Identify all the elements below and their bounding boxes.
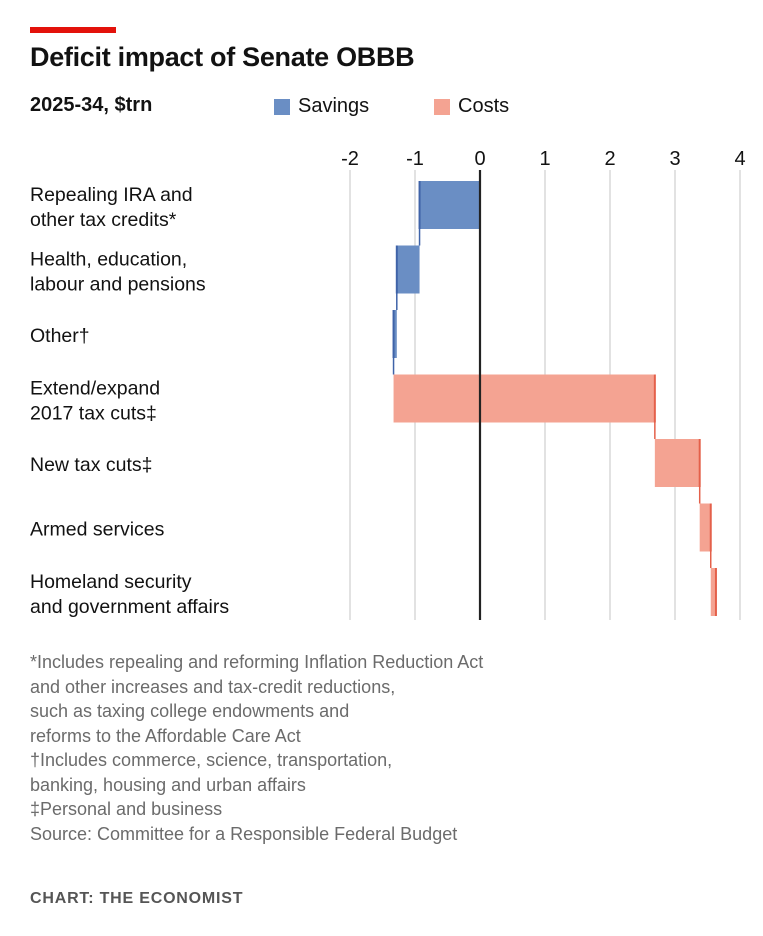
chart-subtitle: 2025-34, $trn [30, 94, 153, 116]
plot-area: -2 -1 0 1 2 3 4 Repealing IRA and other tax cred… [30, 148, 746, 620]
footnote-line: and other increases and tax-credit reduc… [30, 676, 396, 697]
footnote-line: reforms to the Affordable Care Act [30, 725, 301, 746]
x-tick-label: 3 [669, 148, 680, 170]
footnote-line: *Includes repealing and reforming Inflat… [30, 652, 484, 672]
savings-bar [396, 245, 420, 294]
source-line: Source: Committee for a Responsible Fede… [30, 823, 458, 844]
category-label: Extend/expand [30, 378, 160, 400]
legend-label-costs: Costs [458, 95, 510, 117]
x-tick-label: 1 [539, 148, 550, 170]
cost-bar [710, 568, 716, 616]
footnote-line: ‡Personal and business [30, 799, 223, 819]
cost-bar [654, 439, 700, 487]
legend-swatch-costs [434, 98, 450, 115]
category-label: New tax cuts‡ [30, 454, 152, 476]
legend-savings: Savings [274, 95, 369, 118]
cost-bar [393, 374, 655, 423]
x-tick-label: -1 [406, 148, 424, 170]
footnote-line: banking, housing and urban affairs [30, 774, 306, 795]
legend-costs: Costs [434, 95, 509, 118]
x-tick-label: 0 [474, 148, 485, 170]
brand-accent-bar [30, 27, 116, 33]
footnotes: *Includes repealing and reforming Inflat… [30, 650, 483, 846]
legend-swatch-savings [274, 98, 290, 115]
category-label: 2017 tax cuts‡ [30, 403, 157, 425]
category-label: Repealing IRA and [30, 184, 193, 206]
footnote-line: such as taxing college endowments and [30, 701, 350, 721]
savings-bar [419, 181, 480, 229]
category-label: Armed services [30, 519, 165, 541]
savings-bar [393, 310, 397, 358]
chart-title: Deficit impact of Senate OBBB [30, 42, 415, 72]
chart-credit: CHART: THE ECONOMIST [30, 890, 244, 907]
category-label: Homeland security [30, 571, 192, 593]
cost-bar [699, 503, 711, 552]
category-label: and government affairs [30, 596, 229, 618]
category-label: labour and pensions [30, 274, 206, 296]
x-tick-label: 4 [734, 148, 745, 170]
footnote-line: †Includes commerce, science, transportat… [30, 750, 393, 770]
x-tick-label: 2 [604, 148, 615, 170]
legend-label-savings: Savings [298, 95, 370, 117]
category-label: other tax credits* [30, 209, 177, 231]
x-tick-label: -2 [341, 148, 359, 170]
category-label: Health, education, [30, 249, 187, 271]
category-label: Other† [30, 325, 90, 347]
